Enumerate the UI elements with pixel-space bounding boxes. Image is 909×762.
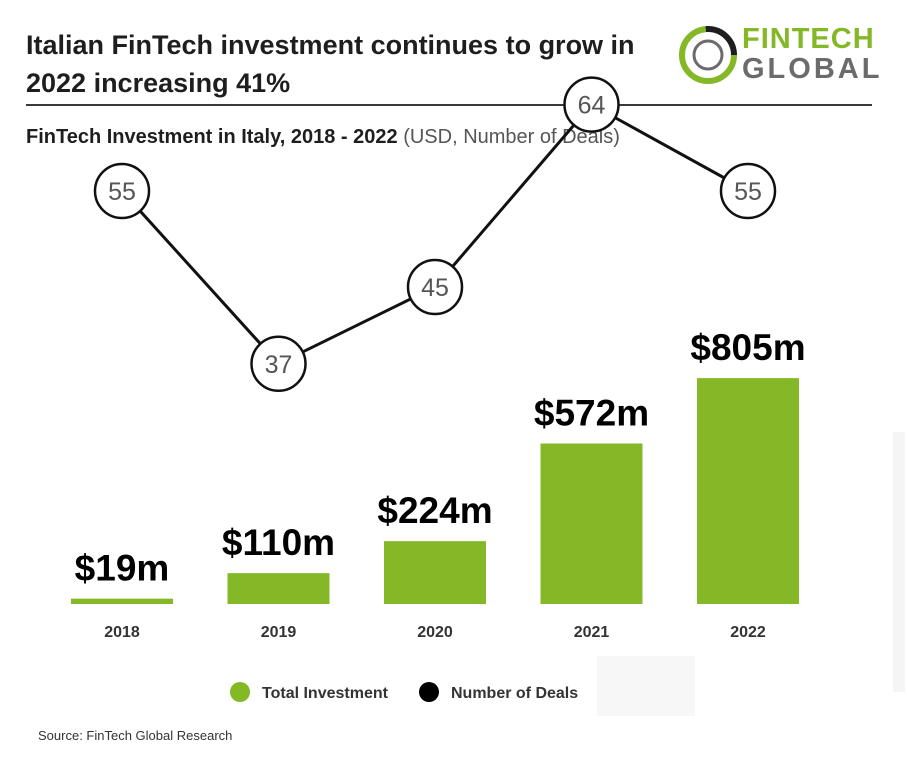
deals-value-label: 37 xyxy=(265,351,293,379)
logo-word-global: GLOBAL xyxy=(742,53,883,85)
source-note: Source: FinTech Global Research xyxy=(38,728,233,743)
bar-value-label: $19m xyxy=(75,548,170,589)
legend-label-deals: Number of Deals xyxy=(451,685,578,702)
legend-swatch-deals xyxy=(419,682,439,702)
logo-word-fintech: FINTECH xyxy=(742,23,875,55)
bar-value-label: $572m xyxy=(534,392,649,433)
deals-point-2018 xyxy=(93,162,151,220)
deals-point-2021 xyxy=(563,76,620,133)
bar-2021 xyxy=(540,443,643,604)
x-tick-label: 2022 xyxy=(730,624,766,641)
bar-2022 xyxy=(697,378,799,604)
deals-value-label: 55 xyxy=(734,178,762,206)
page-title: Italian FinTech investment continues to … xyxy=(26,30,635,98)
deals-point-2020 xyxy=(406,258,464,316)
bar-value-label: $110m xyxy=(222,522,335,563)
chart-subtitle-main: FinTech Investment in Italy, 2018 - 2022 xyxy=(26,126,398,148)
chart-subtitle-units: (USD, Number of Deals) xyxy=(403,126,620,148)
legend-swatch-investment xyxy=(230,682,250,702)
x-tick-label: 2019 xyxy=(261,624,297,641)
chart-subtitle: FinTech Investment in Italy, 2018 - 2022… xyxy=(26,126,620,149)
fintech-global-logo: FINTECH GLOBAL xyxy=(676,22,879,88)
bar-value-label: $805m xyxy=(690,327,805,368)
bar-2020 xyxy=(384,541,486,604)
deals-line xyxy=(120,102,749,366)
bar-2018 xyxy=(71,598,173,604)
x-tick-label: 2020 xyxy=(417,624,453,641)
deals-value-label: 64 xyxy=(578,92,606,120)
x-tick-label: 2018 xyxy=(104,624,140,641)
background-patch-right xyxy=(893,432,905,692)
bar-value-label: $224m xyxy=(377,490,492,531)
bar-2019 xyxy=(227,573,330,604)
deals-value-label: 55 xyxy=(108,178,136,206)
header-divider xyxy=(26,104,872,106)
deals-point-2022 xyxy=(719,162,777,220)
logo-ring-icon xyxy=(679,26,737,84)
deals-value-label: 45 xyxy=(421,274,449,302)
legend-label-investment: Total Investment xyxy=(262,685,389,702)
x-tick-label: 2021 xyxy=(574,624,610,641)
deals-point-2019 xyxy=(250,335,307,393)
background-patch xyxy=(597,656,695,716)
